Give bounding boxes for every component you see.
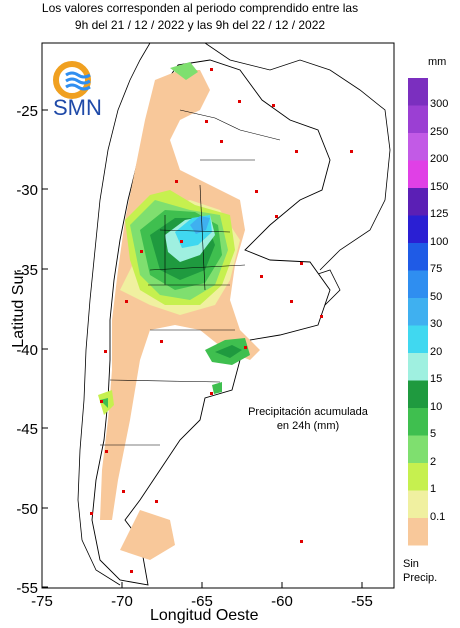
legend-level-label: 10 [430, 400, 443, 413]
legend-swatch [408, 325, 428, 353]
legend-level-label: 15 [430, 373, 443, 385]
legend-swatch [408, 298, 428, 326]
legend-swatch [408, 215, 428, 243]
x-axis-label: Longitud Oeste [150, 607, 259, 624]
smn-logo-text: SMN [53, 95, 102, 120]
legend-swatch [408, 463, 428, 491]
legend-swatch [408, 490, 428, 518]
legend-level-label: 5 [430, 428, 437, 440]
xtick-label: -65 [191, 593, 213, 610]
legend-level-label: 50 [430, 290, 443, 303]
caption-line-2: en 24h (mm) [276, 420, 340, 432]
legend-swatch [408, 408, 428, 436]
legend-swatch [408, 243, 428, 271]
field-peninsula [212, 382, 222, 394]
legend-swatch [408, 105, 428, 133]
legend-colorbar [408, 78, 428, 546]
field-south [120, 510, 175, 560]
legend-level-label: 150 [430, 180, 449, 193]
legend-swatch [408, 380, 428, 408]
legend-level-label: 200 [430, 153, 449, 165]
legend-level-label: 0.1 [430, 510, 446, 523]
title-line-2: 9h del 21 / 12 / 2022 y las 9h del 22 / … [74, 18, 326, 32]
legend-level-label: 2 [430, 455, 437, 468]
legend-swatch [408, 270, 428, 298]
province-borders [100, 109, 281, 446]
legend-swatch [408, 353, 428, 381]
ytick-label: -50 [16, 501, 38, 518]
legend-level-label: 20 [430, 345, 443, 358]
map-caption: Precipitación acumulada en 24h (mm) [228, 405, 388, 433]
smn-logo-icon [53, 61, 91, 99]
ytick-label: -40 [16, 342, 38, 359]
legend-level-label: 250 [430, 125, 449, 138]
field-north [170, 62, 198, 80]
legend-swatch [408, 518, 428, 546]
legend-level-label: 125 [430, 208, 449, 220]
ytick-label: -35 [16, 262, 38, 279]
field-coast-core [215, 345, 242, 358]
legend-unit: mm [428, 56, 447, 68]
legend-swatch [408, 435, 428, 463]
field-30 [190, 216, 210, 234]
xtick-label: -55 [351, 593, 373, 610]
title-line-1: Los valores corresponden al periodo comp… [41, 1, 359, 15]
ytick-label: -45 [16, 421, 38, 438]
y-axis-label: Latitud Sur [10, 270, 27, 348]
legend-swatch [408, 188, 428, 216]
legend-no-precip-label: Sin Precip. [403, 558, 438, 584]
xtick-label: -70 [111, 593, 133, 610]
station-markers [90, 68, 353, 573]
ytick-label: -55 [16, 580, 38, 597]
legend-level-label: 30 [430, 318, 443, 330]
legend-level-label: 300 [430, 98, 449, 110]
xtick-label: -75 [31, 593, 53, 610]
xtick-label: -60 [271, 593, 293, 610]
legend-level-label: 75 [430, 263, 443, 275]
legend-swatch [408, 78, 428, 106]
tick-labels: -25 -30 -35 -40 -45 -50 -55 -75 -70 -65 … [16, 103, 373, 610]
precip-fields [98, 62, 260, 560]
legend-swatch [408, 133, 428, 161]
axis-ticks [41, 109, 363, 588]
legend-level-label: 100 [430, 235, 449, 248]
legend-swatch [408, 160, 428, 188]
ytick-label: -30 [16, 182, 38, 199]
legend-level-label: 1 [430, 483, 437, 495]
ytick-label: -25 [16, 103, 38, 120]
caption-line-1: Precipitación acumulada [248, 406, 368, 418]
